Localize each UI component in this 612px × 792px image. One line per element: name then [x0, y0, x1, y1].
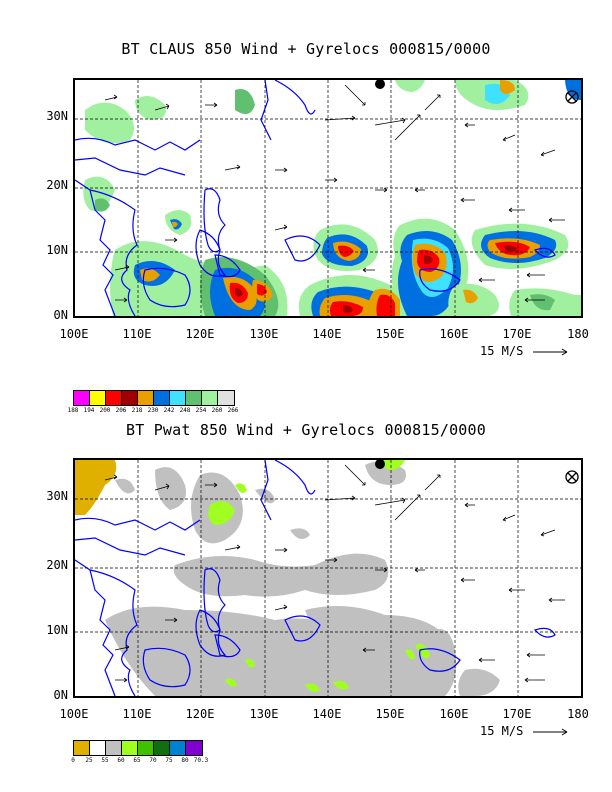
lat-label: 20N	[46, 558, 68, 572]
colorbar-tick: 266	[227, 407, 239, 414]
scale-arrow-icon	[532, 348, 567, 355]
panel-title: BT CLAUS 850 Wind + Gyrelocs 000815/0000	[121, 40, 491, 58]
colorbar-swatch	[170, 741, 186, 755]
colorbar-swatch	[170, 391, 186, 405]
colorbar-tick: 65	[133, 757, 141, 764]
colorbar-swatch	[90, 391, 106, 405]
colorbar-swatch	[90, 741, 106, 755]
lon-label: 110E	[122, 327, 152, 341]
colorbar-tick: 260	[211, 407, 223, 414]
colorbar-tick: 55	[101, 757, 109, 764]
colorbar-swatch	[186, 391, 202, 405]
coastline	[75, 80, 556, 316]
colorbar-tick: 60	[117, 757, 125, 764]
colorbar-swatch	[186, 741, 202, 755]
lon-label: 180	[567, 327, 589, 341]
lat-label: 10N	[46, 623, 68, 637]
colorbar-tick: 230	[147, 407, 159, 414]
lat-lon-grid	[75, 460, 581, 696]
colorbar-tick: 75	[165, 757, 173, 764]
lat-label: 30N	[46, 489, 68, 503]
lon-label: 130E	[249, 707, 279, 721]
gyre-marker	[375, 80, 579, 104]
coastline	[75, 460, 556, 696]
colorbar-tick: 70	[149, 757, 157, 764]
lon-label: 120E	[185, 707, 215, 721]
map-frame	[73, 458, 583, 698]
colorbar-tick: 218	[131, 407, 143, 414]
colorbar	[73, 740, 203, 756]
lon-label: 130E	[249, 327, 279, 341]
colorbar-ticks: 0 25 55 60 65 70 75 80 70.3	[65, 757, 209, 764]
panel-title: BT Pwat 850 Wind + Gyrelocs 000815/0000	[126, 421, 486, 439]
colorbar-ticks: 188 194 200 206 218 230 242 248 254 260 …	[65, 407, 241, 414]
lon-label: 150E	[375, 327, 405, 341]
scale-arrow-icon	[532, 728, 567, 735]
colorbar-swatch	[218, 391, 234, 405]
colorbar-swatch	[154, 741, 170, 755]
wind-vectors	[104, 84, 565, 303]
wind-scale-label: 15 M/S	[480, 724, 524, 738]
wind-scale-label: 15 M/S	[480, 344, 524, 358]
lon-label: 180	[567, 707, 589, 721]
lat-label: 30N	[46, 109, 68, 123]
lat-label: 20N	[46, 178, 68, 192]
colorbar-tick: 0	[71, 757, 75, 764]
colorbar-swatch	[74, 741, 90, 755]
colorbar-swatch	[122, 741, 138, 755]
colorbar-tick: 248	[179, 407, 191, 414]
colorbar-tick: 206	[115, 407, 127, 414]
colorbar-tick: 188	[67, 407, 79, 414]
wind-scale: 15 M/S	[480, 724, 571, 738]
lon-label: 160E	[439, 707, 469, 721]
wind-scale: 15 M/S	[480, 344, 571, 358]
colorbar-swatch	[106, 741, 122, 755]
colorbar-tick: 25	[85, 757, 93, 764]
lon-label: 110E	[122, 707, 152, 721]
lon-label: 120E	[185, 327, 215, 341]
lon-label: 140E	[312, 327, 342, 341]
colorbar-swatch	[74, 391, 90, 405]
map-frame	[73, 78, 583, 318]
lon-label: 100E	[59, 327, 89, 341]
pwat-shading	[75, 460, 500, 696]
colorbar-tick: 200	[99, 407, 111, 414]
lat-label: 0N	[53, 688, 68, 702]
lon-label: 170E	[502, 707, 532, 721]
gyre-marker	[375, 460, 579, 484]
colorbar-swatch	[106, 391, 122, 405]
colorbar	[73, 390, 235, 406]
wind-vectors	[104, 464, 565, 683]
cloud-shading	[83, 80, 581, 316]
claus-map	[75, 80, 581, 316]
colorbar-swatch	[138, 741, 154, 755]
colorbar-swatch	[122, 391, 138, 405]
colorbar-tick: 242	[163, 407, 175, 414]
colorbar-tick: 80	[181, 757, 189, 764]
colorbar-swatch	[138, 391, 154, 405]
lon-label: 160E	[439, 327, 469, 341]
lon-label: 170E	[502, 327, 532, 341]
colorbar-tick: 70.3	[193, 757, 209, 764]
lat-lon-grid	[75, 80, 581, 316]
pwat-map	[75, 460, 581, 696]
lat-label: 0N	[53, 308, 68, 322]
colorbar-tick: 254	[195, 407, 207, 414]
lon-label: 140E	[312, 707, 342, 721]
lon-label: 100E	[59, 707, 89, 721]
colorbar-swatch	[202, 391, 218, 405]
colorbar-tick: 194	[83, 407, 95, 414]
lat-label: 10N	[46, 243, 68, 257]
lon-label: 150E	[375, 707, 405, 721]
colorbar-swatch	[154, 391, 170, 405]
